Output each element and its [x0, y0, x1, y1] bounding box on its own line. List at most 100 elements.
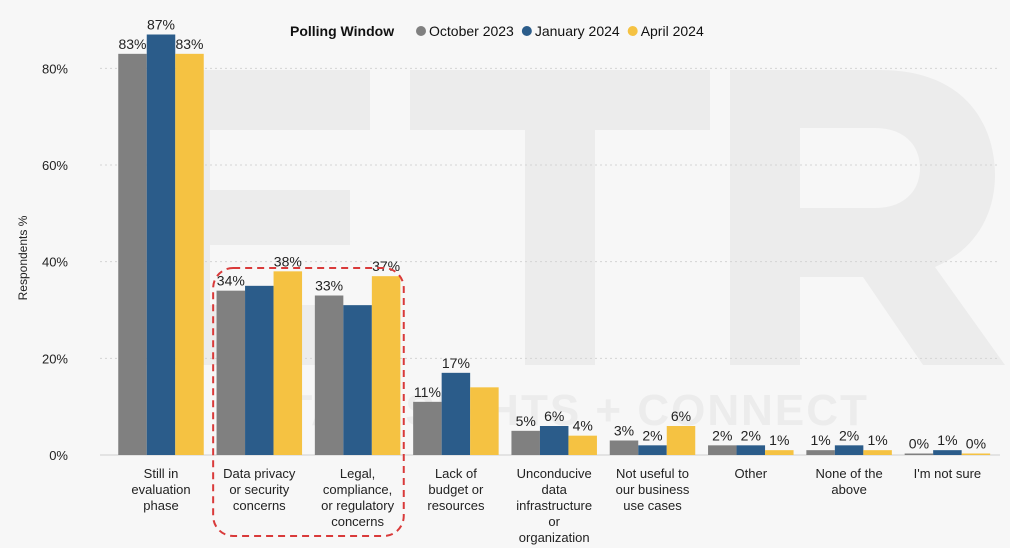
- bar: [765, 450, 794, 455]
- category-label-line: data: [542, 482, 568, 497]
- category-label-line: organization: [519, 530, 590, 545]
- category-label-line: Other: [735, 466, 768, 481]
- bar: [806, 450, 835, 455]
- data-label: 3%: [614, 423, 634, 439]
- category-label: Still in evaluation phase: [131, 466, 190, 513]
- category-label: Not useful to our business use cases: [616, 466, 690, 513]
- legend-label: January 2024: [535, 23, 620, 39]
- category-label-line: concerns: [233, 498, 286, 513]
- data-label: 83%: [175, 36, 203, 52]
- bar: [413, 401, 442, 455]
- bar: [834, 445, 864, 455]
- data-label: 33%: [315, 278, 343, 294]
- category-label-line: Still in: [144, 466, 179, 481]
- data-label: 2%: [712, 427, 732, 443]
- y-tick-label: 20%: [42, 351, 68, 366]
- category-label: Data privacy or security concerns: [223, 466, 296, 513]
- category-label: Legal, compliance, or regulatory concerns: [321, 466, 394, 529]
- bar: [863, 450, 892, 455]
- bar: [511, 430, 540, 455]
- data-label: 1%: [810, 432, 830, 448]
- data-label: 34%: [217, 273, 245, 289]
- bar: [175, 53, 204, 455]
- highlight-box: [212, 267, 405, 537]
- category-label-line: concerns: [331, 514, 384, 529]
- category-label-line: budget or: [428, 482, 484, 497]
- category-label-line: Unconducive: [517, 466, 592, 481]
- bar: [314, 295, 344, 455]
- bar: [708, 445, 737, 455]
- bar: [609, 440, 639, 455]
- bar: [568, 435, 597, 455]
- category-label-line: above: [831, 482, 866, 497]
- bar: [904, 453, 934, 455]
- category-label-line: None of the: [815, 466, 882, 481]
- category-label-line: Lack of: [435, 466, 477, 481]
- bar: [961, 453, 991, 455]
- category-label: Other: [735, 466, 768, 481]
- data-label: 4%: [573, 418, 593, 434]
- legend-label: October 2023: [429, 23, 514, 39]
- data-label: 83%: [118, 36, 146, 52]
- bar: [666, 426, 696, 455]
- data-label: 2%: [839, 427, 859, 443]
- category-label: Lack of budget or resources: [427, 466, 485, 513]
- bar: [118, 53, 147, 455]
- data-label: 17%: [442, 355, 470, 371]
- data-label: 1%: [867, 432, 887, 448]
- legend-marker: [521, 26, 532, 36]
- category-label-line: I'm not sure: [914, 466, 982, 481]
- category-label-line: use cases: [623, 498, 682, 513]
- bar: [638, 445, 667, 455]
- category-label-line: or regulatory: [321, 498, 394, 513]
- category-label-line: Data privacy: [223, 466, 296, 481]
- bar: [371, 276, 401, 455]
- data-label: 2%: [642, 427, 662, 443]
- data-label: 5%: [516, 413, 536, 429]
- category-label-line: evaluation: [131, 482, 190, 497]
- category-label: None of the above: [815, 466, 882, 497]
- legend-label: April 2024: [641, 23, 704, 39]
- category-label-line: compliance,: [323, 482, 392, 497]
- y-tick-label: 60%: [42, 158, 68, 173]
- category-label-line: infrastructure: [516, 498, 592, 513]
- bar: [343, 305, 372, 455]
- data-label: 87%: [147, 17, 175, 33]
- bar: [736, 445, 766, 455]
- bar: [245, 285, 274, 455]
- data-label: 0%: [909, 436, 929, 452]
- bar: [146, 34, 176, 455]
- y-tick-label: 40%: [42, 255, 68, 270]
- data-label: 0%: [966, 436, 986, 452]
- legend-title: Polling Window: [290, 23, 394, 39]
- category-label-line: Legal,: [340, 466, 375, 481]
- data-label: 37%: [372, 258, 400, 274]
- category-label: I'm not sure: [914, 466, 982, 481]
- data-label: 1%: [937, 432, 957, 448]
- bar: [441, 372, 471, 455]
- category-label-line: phase: [143, 498, 178, 513]
- data-label: 6%: [671, 408, 691, 424]
- category-label-line: Not useful to: [616, 466, 689, 481]
- data-label: 38%: [274, 253, 302, 269]
- category-label: Unconducive data infrastructure or organizat…: [516, 466, 592, 545]
- bar: [933, 450, 962, 455]
- data-label: 2%: [741, 427, 761, 443]
- category-label-line: our business: [616, 482, 690, 497]
- category-label-line: or security: [229, 482, 289, 497]
- bar: [470, 387, 499, 455]
- y-axis-label: Respondents %: [16, 215, 30, 300]
- data-label: 1%: [769, 432, 789, 448]
- bar: [216, 290, 246, 455]
- legend-marker: [416, 26, 426, 36]
- y-tick-label: 80%: [42, 61, 68, 76]
- data-label: 6%: [544, 408, 564, 424]
- category-label-line: or: [548, 514, 560, 529]
- bar: [273, 271, 303, 455]
- category-label-line: resources: [427, 498, 485, 513]
- legend-marker: [627, 26, 638, 36]
- y-tick-label: 0%: [49, 448, 68, 463]
- bar: [539, 426, 569, 455]
